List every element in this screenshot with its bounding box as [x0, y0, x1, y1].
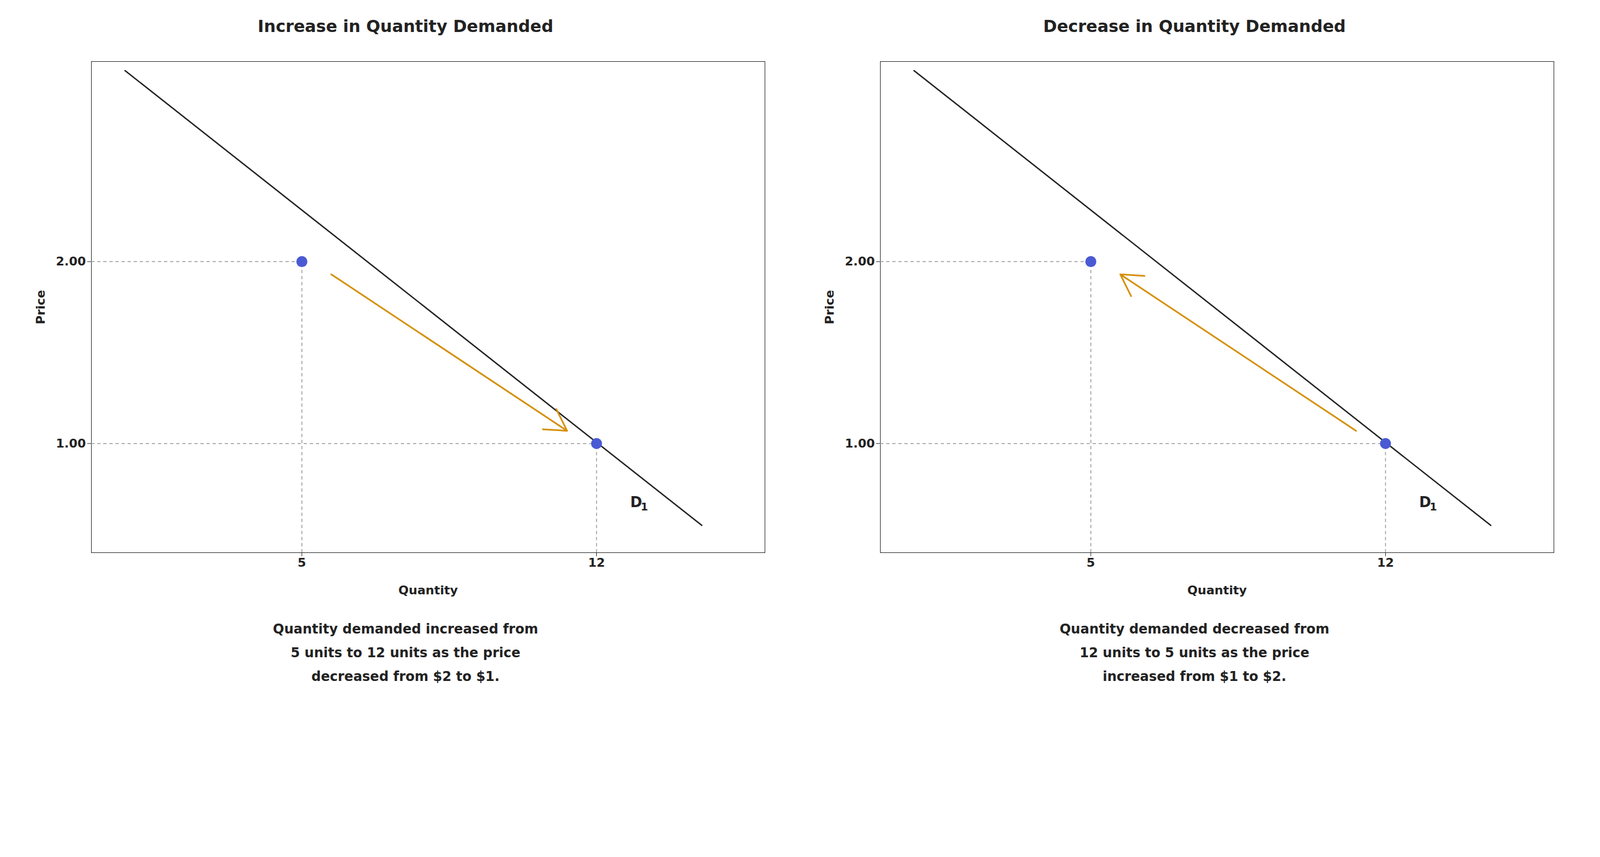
html-text:Quantity demanded decreased fr: Quantity demanded decreased from 12 unit…	[1059, 621, 1330, 685]
svg-text:Price: Price	[822, 289, 837, 325]
svg-text:1.00: 1.00	[844, 436, 875, 451]
svg-text:Quantity: Quantity	[398, 583, 458, 598]
svg-text:Quantity: Quantity	[1187, 583, 1247, 598]
svg-text:2.00: 2.00	[844, 254, 875, 269]
html-text:Quantity demanded increased fr: Quantity demanded increased from 5 units…	[272, 621, 539, 685]
svg-text:1.00: 1.00	[55, 436, 86, 451]
svg-text:5: 5	[297, 555, 306, 570]
svg-text:12: 12	[587, 555, 606, 570]
svg-text:Price: Price	[33, 289, 48, 325]
svg-text:D: D	[1418, 494, 1431, 511]
svg-text:5: 5	[1086, 555, 1095, 570]
svg-text:1: 1	[640, 500, 648, 513]
svg-text:2.00: 2.00	[55, 254, 86, 269]
html-text:Decrease in Quantity Demanded: Decrease in Quantity Demanded	[1043, 16, 1346, 36]
html-text:Increase in Quantity Demanded: Increase in Quantity Demanded	[257, 16, 554, 36]
svg-text:1: 1	[1429, 500, 1437, 513]
svg-text:D: D	[629, 494, 642, 511]
svg-text:12: 12	[1376, 555, 1395, 570]
